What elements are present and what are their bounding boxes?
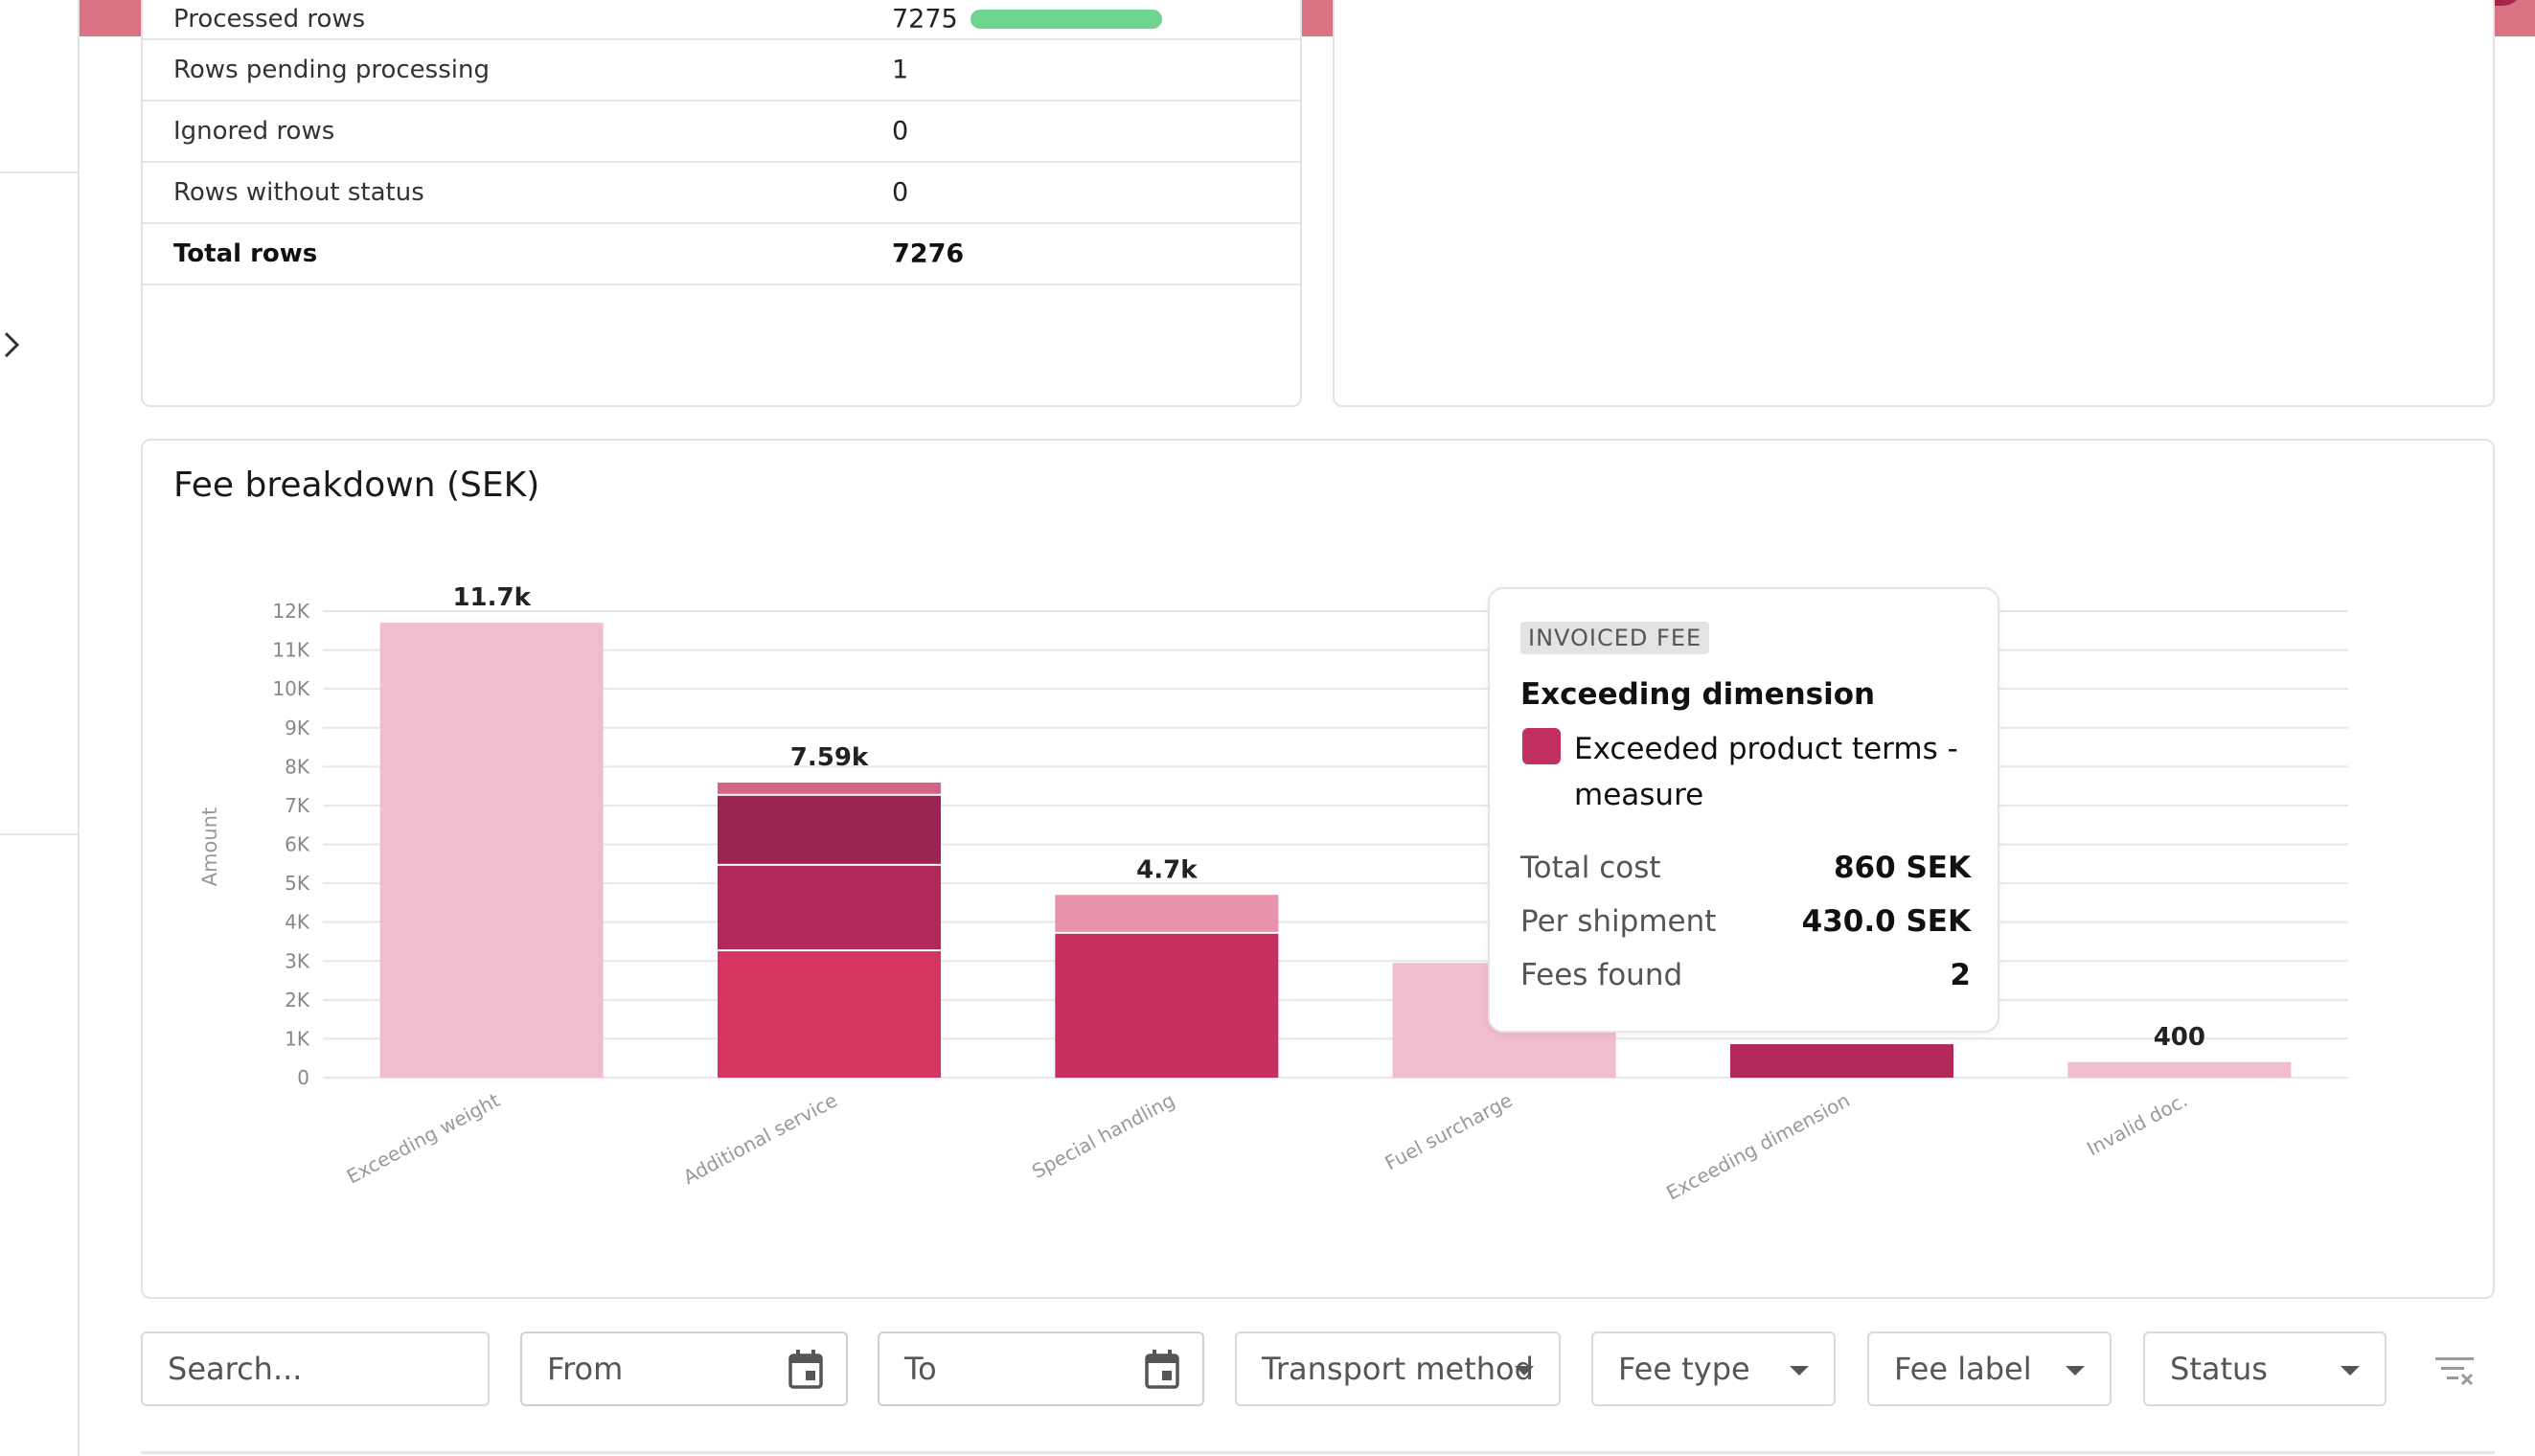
fee-breakdown-chart: 0 1K 2K 3K 4K 5K 6K 7K 8K 9K 10K 11K 12K Amount 11.7k E… xyxy=(198,583,2348,1205)
tooltip-value: 860 SEK xyxy=(1833,851,1971,885)
tooltip-key: Fees found xyxy=(1520,958,1683,992)
fee-type-select[interactable]: Fee type xyxy=(1591,1331,1836,1406)
stats-label: Rows pending processing xyxy=(173,56,490,84)
chart-title: Fee breakdown (SEK) xyxy=(173,466,540,505)
category-label: Exceeding weight xyxy=(343,1088,504,1188)
stats-row-without-status: Rows without status 0 xyxy=(143,163,1300,224)
status-label: Status xyxy=(2170,1351,2268,1387)
category-label: Fuel surcharge xyxy=(1381,1088,1516,1174)
stats-value: 0 xyxy=(892,177,909,208)
tooltip-key: Per shipment xyxy=(1520,904,1717,939)
stats-value: 0 xyxy=(892,116,909,147)
y-tick-label: 5K xyxy=(285,872,310,895)
stats-label: Rows without status xyxy=(173,178,424,207)
bar-total-label: 400 xyxy=(2154,1023,2205,1052)
bar-segment xyxy=(718,795,941,864)
bar-segment xyxy=(718,951,941,1078)
from-date-label: From xyxy=(547,1351,624,1387)
transport-method-label: Transport method xyxy=(1262,1351,1534,1387)
tooltip-value: 2 xyxy=(1950,958,1971,992)
fee-label-label: Fee label xyxy=(1894,1351,2032,1387)
category-label: Exceeding dimension xyxy=(1662,1088,1854,1204)
left-rail xyxy=(0,0,80,1456)
y-tick-label: 8K xyxy=(285,755,310,778)
y-tick-label: 11K xyxy=(272,639,309,662)
stats-value: 1 xyxy=(892,55,909,85)
caret-down-icon xyxy=(2066,1366,2085,1376)
tooltip-row-fees-found: Fees found 2 xyxy=(1520,958,1971,1000)
stats-value: 7276 xyxy=(892,239,965,269)
from-date-field[interactable]: From xyxy=(520,1331,848,1406)
bar-total-label: 11.7k xyxy=(452,583,531,612)
filter-clear-icon[interactable] xyxy=(2432,1352,2478,1390)
to-date-field[interactable]: To xyxy=(878,1331,1204,1406)
caret-down-icon xyxy=(1515,1366,1534,1376)
stats-row-ignored: Ignored rows 0 xyxy=(143,102,1300,163)
y-tick-label: 2K xyxy=(285,989,310,1012)
fee-label-select[interactable]: Fee label xyxy=(1867,1331,2112,1406)
avatar[interactable] xyxy=(2466,0,2524,6)
tooltip-series-swatch xyxy=(1522,728,1561,764)
y-tick-label: 10K xyxy=(272,677,309,700)
caret-down-icon xyxy=(2341,1366,2360,1376)
y-tick-label: 12K xyxy=(272,600,309,623)
category-label: Additional service xyxy=(679,1088,841,1189)
tooltip-badge: INVOICED FEE xyxy=(1520,622,1710,654)
stats-row-total: Total rows 7276 xyxy=(143,224,1300,285)
y-tick-label: 9K xyxy=(285,717,310,739)
chart-tooltip: INVOICED FEE Exceeding dimension Exceede… xyxy=(1488,587,1999,1033)
to-date-label: To xyxy=(904,1351,937,1387)
tooltip-row-per-shipment: Per shipment 430.0 SEK xyxy=(1520,904,1971,946)
stats-label: Ignored rows xyxy=(173,117,335,146)
stats-row-processed: Processed rows 7275 xyxy=(143,0,1300,40)
bar-segment xyxy=(1055,933,1279,1078)
bar-segment xyxy=(2067,1061,2292,1078)
tooltip-series-name: Exceeded product terms - measure xyxy=(1574,732,1958,812)
bar-segment xyxy=(718,865,941,950)
side-panel-card xyxy=(1333,0,2495,407)
y-tick-label: 1K xyxy=(285,1027,310,1050)
bar-segment xyxy=(1730,1044,1953,1078)
y-tick-label: 6K xyxy=(285,833,310,856)
search-input[interactable]: Search... xyxy=(141,1331,490,1406)
tooltip-row-total-cost: Total cost 860 SEK xyxy=(1520,851,1971,893)
table-top-border xyxy=(141,1451,2495,1454)
calendar-icon[interactable] xyxy=(787,1349,825,1391)
fee-breakdown-card: Fee breakdown (SEK) 0 1K 2K 3K 4K 5K 6K 7K 8K 9K 1… xyxy=(141,439,2495,1299)
fee-type-label: Fee type xyxy=(1618,1351,1750,1387)
caret-down-icon xyxy=(1790,1366,1809,1376)
tooltip-value: 430.0 SEK xyxy=(1801,904,1971,939)
processed-progress-bar xyxy=(971,10,1162,29)
category-label: Invalid doc. xyxy=(2083,1088,2191,1160)
tooltip-title: Exceeding dimension xyxy=(1520,677,1876,712)
processing-stats-table: Processed rows 7275 Rows pending process… xyxy=(143,0,1300,285)
chevron-right-icon[interactable] xyxy=(0,324,29,366)
search-placeholder: Search... xyxy=(168,1351,303,1387)
stats-row-pending: Rows pending processing 1 xyxy=(143,40,1300,102)
calendar-icon[interactable] xyxy=(1143,1349,1181,1391)
bar-segment xyxy=(718,782,941,794)
bar-segment xyxy=(379,623,604,1078)
y-axis-label: Amount xyxy=(198,808,221,887)
bar-total-label: 4.7k xyxy=(1136,855,1198,884)
y-tick-label: 4K xyxy=(285,911,310,934)
tooltip-key: Total cost xyxy=(1520,851,1661,885)
category-label: Special handling xyxy=(1028,1088,1178,1183)
stats-value: 7275 xyxy=(892,4,958,34)
y-tick-label: 0 xyxy=(297,1066,309,1089)
stats-label: Total rows xyxy=(173,239,318,268)
y-tick-label: 7K xyxy=(285,794,310,817)
bar-segment xyxy=(1055,895,1279,932)
rail-divider xyxy=(0,833,78,835)
transport-method-select[interactable]: Transport method xyxy=(1235,1331,1561,1406)
y-tick-label: 3K xyxy=(285,949,310,972)
processing-stats-card: Processed rows 7275 Rows pending process… xyxy=(141,0,1302,407)
bar-total-label: 7.59k xyxy=(790,743,869,772)
status-select[interactable]: Status xyxy=(2143,1331,2387,1406)
stats-label: Processed rows xyxy=(173,5,366,34)
rail-divider xyxy=(0,171,78,173)
